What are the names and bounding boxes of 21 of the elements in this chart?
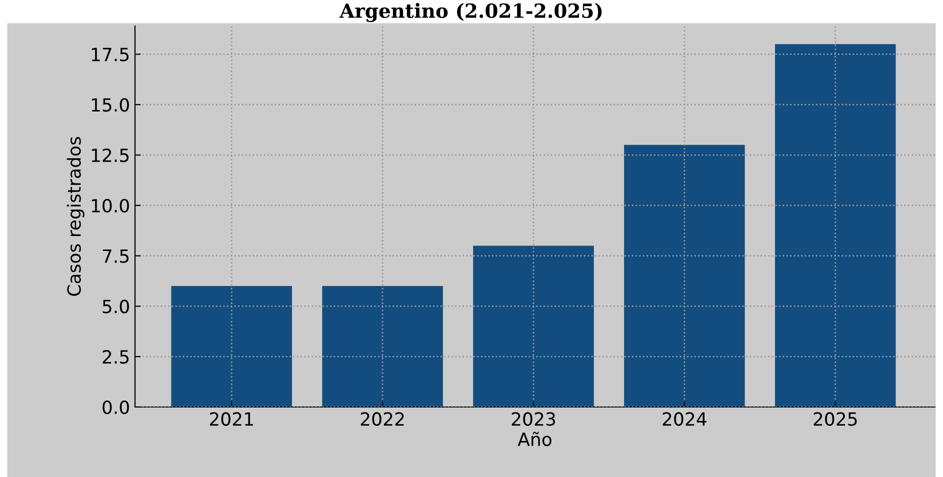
bar bbox=[473, 246, 594, 407]
bar bbox=[171, 286, 292, 407]
x-tick-label: 2024 bbox=[662, 412, 706, 426]
y-tick-label: 2.5 bbox=[102, 350, 129, 364]
bar bbox=[775, 44, 896, 407]
x-axis-title: Año bbox=[518, 432, 552, 446]
bar bbox=[322, 286, 443, 407]
y-tick-label: 7.5 bbox=[102, 250, 129, 263]
x-tick-label: 2025 bbox=[814, 412, 857, 426]
x-tick-label: 2023 bbox=[512, 412, 556, 426]
y-tick-label: 15.0 bbox=[92, 98, 129, 112]
x-tick-label: 2022 bbox=[360, 412, 404, 426]
chart-title: Argentino (2.021-2.025) bbox=[339, 3, 602, 22]
y-tick-label: 17.5 bbox=[92, 48, 129, 62]
y-tick-label: 10.0 bbox=[92, 198, 129, 213]
y-tick-label: 5.0 bbox=[102, 300, 129, 314]
x-tick-label: 2021 bbox=[210, 412, 253, 426]
y-tick-label: 0.0 bbox=[102, 400, 129, 414]
y-tick-label: 12.5 bbox=[92, 148, 129, 162]
y-axis-title: Casos registrados bbox=[66, 137, 84, 296]
bar bbox=[624, 144, 745, 407]
